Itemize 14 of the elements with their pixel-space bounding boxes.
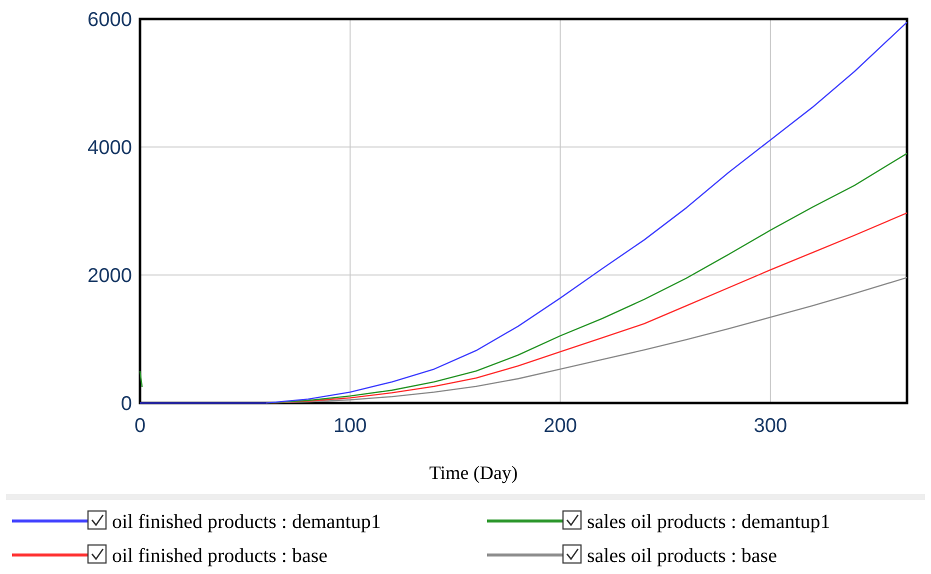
y-tick-label: 2000: [88, 265, 132, 287]
x-tick-label: 100: [333, 415, 367, 437]
x-tick-label: 200: [544, 415, 577, 437]
legend-label: sales oil products : demantup1: [587, 511, 830, 533]
legend-label: oil finished products : base: [112, 545, 328, 567]
legend-label: sales oil products : base: [587, 545, 778, 567]
line-series: [139, 22, 908, 404]
y-tick-label: 4000: [88, 137, 132, 159]
y-tick-label: 6000: [88, 9, 132, 31]
y-tick-label: 0: [120, 393, 132, 415]
x-axis-title: Time (Day): [429, 463, 518, 484]
x-tick-label: 300: [754, 415, 788, 437]
legend-label: oil finished products : demantup1: [112, 511, 381, 533]
x-tick-label: 0: [134, 415, 146, 437]
